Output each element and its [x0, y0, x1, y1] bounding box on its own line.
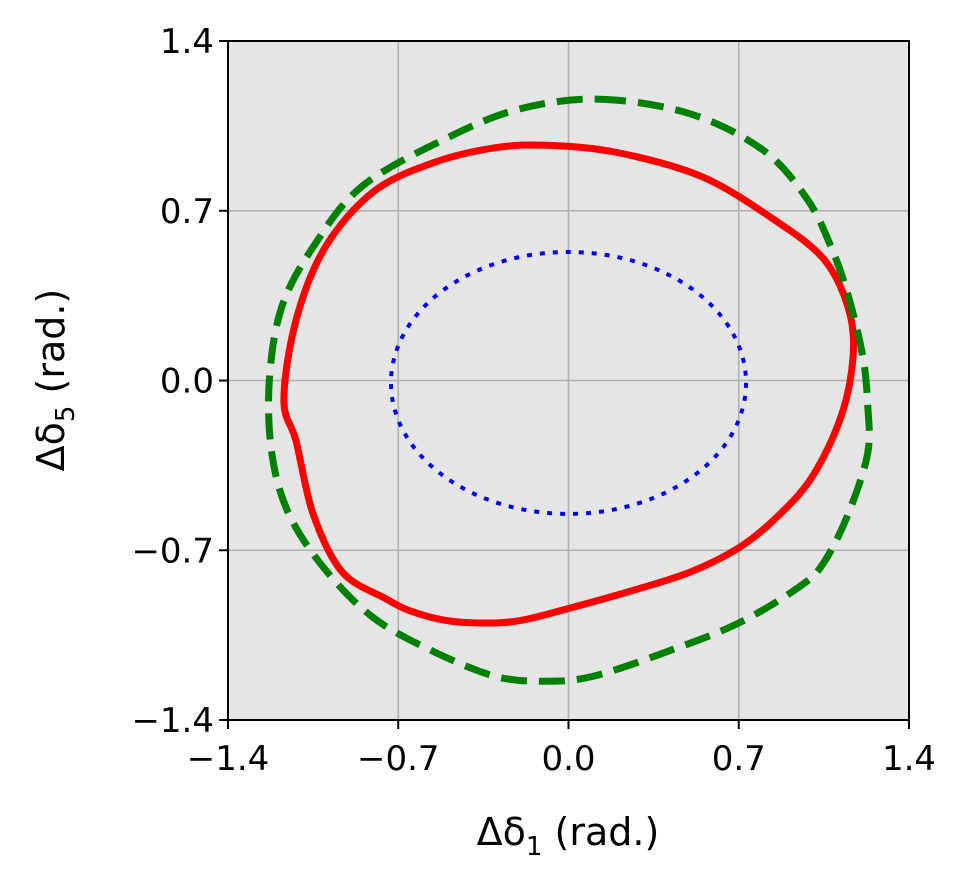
series-line-dashed: [265, 95, 873, 685]
tick-labels: −1.4 −0.7 0.0 0.7 1.4 −1.4 −0.7 0.0 0.7 1.4: [131, 22, 936, 779]
x-tick-label: 1.4: [882, 739, 936, 779]
x-tick-label: −0.7: [357, 739, 440, 779]
x-tick-label: 0.0: [541, 739, 595, 779]
y-axis-label: Δδ5 (rad.): [29, 289, 81, 472]
y-tick-label: −1.4: [131, 701, 214, 741]
y-tick-label: 0.0: [160, 362, 214, 402]
ticks: [219, 40, 910, 729]
y-tick-label: 0.7: [160, 192, 214, 232]
series-group: [265, 95, 873, 685]
x-axis-label: Δδ1 (rad.): [477, 810, 660, 862]
series-line-solid: [280, 141, 858, 627]
y-tick-label: −0.7: [131, 531, 214, 571]
x-tick-label: −1.4: [187, 739, 270, 779]
x-tick-label: 0.7: [712, 739, 766, 779]
series-line-dotted: [388, 249, 749, 516]
y-tick-label: 1.4: [160, 22, 214, 62]
